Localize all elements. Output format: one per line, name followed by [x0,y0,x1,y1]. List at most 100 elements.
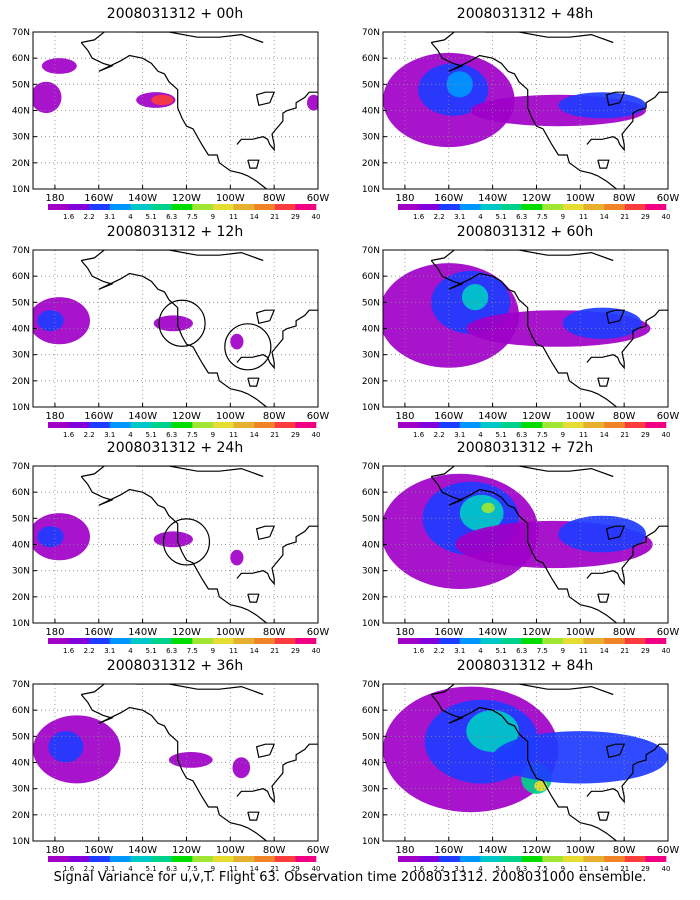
lat-tick-label: 60N [362,272,380,282]
colorbar-swatch [254,638,276,644]
lat-tick-label: 70N [362,680,380,690]
lon-tick-label: 120W [522,627,551,638]
colorbar-label: 7.5 [187,865,198,873]
lat-tick-label: 40N [362,541,380,551]
lat-tick-label: 10N [362,185,380,195]
colorbar-swatch [212,856,234,862]
colorbar-swatch [233,856,255,862]
colorbar-label: 2.2 [434,865,445,873]
colorbar-swatch [583,422,605,428]
colorbar-label: 11 [579,431,588,439]
colorbar-swatch [480,856,502,862]
colorbar-swatch [48,856,69,862]
colorbar-swatch [562,422,584,428]
colorbar-label: 21 [270,865,279,873]
colorbar-label: 6.3 [166,213,177,221]
lon-tick-label: 140W [478,627,507,638]
colorbar-swatch [645,422,667,428]
lon-tick-label: 180 [45,627,64,638]
variance-region [37,526,64,548]
colorbar-label: 29 [641,213,650,221]
lat-tick-label: 70N [362,246,380,256]
lon-tick-label: 60W [657,627,680,638]
colorbar-swatch [89,422,111,428]
colorbar-swatch [583,856,605,862]
variance-region [461,284,489,311]
lon-tick-label: 180 [395,627,414,638]
lon-tick-label: 120W [172,627,201,638]
colorbar-swatch [398,856,419,862]
lon-tick-label: 180 [395,193,414,204]
colorbar-label: 2.2 [84,865,95,873]
colorbar-swatch [480,422,502,428]
colorbar-label: 3.1 [104,431,115,439]
lat-tick-label: 40N [362,759,380,769]
colorbar-swatch [212,204,234,210]
colorbar-swatch [89,638,111,644]
colorbar-label: 1.6 [413,431,425,439]
colorbar-label: 2.2 [84,647,95,655]
colorbar-label: 29 [291,431,300,439]
lat-tick-label: 10N [12,837,30,847]
colorbar-label: 3.1 [454,865,465,873]
colorbar-swatch [521,638,543,644]
colorbar-swatch [295,856,317,862]
map-plot: 70N 60N 50N 40N 30N 20N 10N 180 160W 140W 120W 100W… [362,462,680,655]
colorbar-label: 14 [250,865,259,873]
colorbar-label: 5.1 [496,647,507,655]
colorbar-swatch [542,422,564,428]
colorbar-label: 9 [561,865,565,873]
colorbar-label: 7.5 [187,431,198,439]
colorbar-label: 21 [620,647,629,655]
colorbar-swatch [562,204,584,210]
colorbar-label: 2.2 [434,213,445,221]
colorbar-swatch [151,204,172,210]
figure-caption: Signal Variance for u,v,T. Flight 63. Ob… [53,870,647,885]
lon-tick-label: 140W [478,193,507,204]
colorbar-swatch [624,856,646,862]
colorbar-label: 40 [312,647,321,655]
lon-tick-label: 160W [84,411,113,422]
colorbar-label: 14 [600,647,609,655]
colorbar-swatch [254,204,276,210]
colorbar-swatch [212,422,234,428]
lon-tick-label: 120W [522,411,551,422]
variance-region [33,81,62,114]
lon-tick-label: 160W [434,193,463,204]
lat-tick-label: 30N [362,785,380,795]
colorbar-label: 5.1 [496,865,507,873]
lon-tick-label: 60W [307,845,330,856]
colorbar-swatch [254,422,276,428]
colorbar-swatch [212,638,234,644]
colorbar-label: 9 [561,213,565,221]
lat-tick-label: 60N [12,54,30,64]
colorbar-swatch [501,638,522,644]
colorbar-label: 21 [270,647,279,655]
coastline [586,743,668,804]
coastline [247,811,260,821]
lon-tick-label: 100W [216,627,245,638]
colorbar-label: 1.6 [63,647,75,655]
map-plot: 70N 60N 50N 40N 30N 20N 10N 180 160W 140W 120W 100W… [362,246,680,439]
colorbar-label: 6.3 [516,213,527,221]
colorbar-label: 1.6 [413,647,425,655]
colorbar-swatch [418,422,440,428]
lat-tick-label: 50N [12,298,30,308]
lat-tick-label: 70N [12,462,30,472]
colorbar-swatch [151,638,172,644]
colorbar-swatch [295,204,317,210]
lat-tick-label: 10N [12,185,30,195]
colorbar-label: 21 [620,213,629,221]
colorbar-swatch [89,204,111,210]
colorbar-swatch [501,422,522,428]
colorbar-swatch [439,856,461,862]
colorbar-label: 7.5 [187,647,198,655]
lon-tick-label: 120W [172,411,201,422]
map-panel: 2008031312 + 48h 70N 60N 50N 40N 30N 20N 10N 180… [350,4,700,222]
observation-circle [162,518,211,566]
lat-tick-label: 20N [362,811,380,821]
colorbar-swatch [604,204,626,210]
colorbar-label: 9 [211,431,215,439]
coastline [255,525,276,541]
colorbar-swatch [418,204,440,210]
